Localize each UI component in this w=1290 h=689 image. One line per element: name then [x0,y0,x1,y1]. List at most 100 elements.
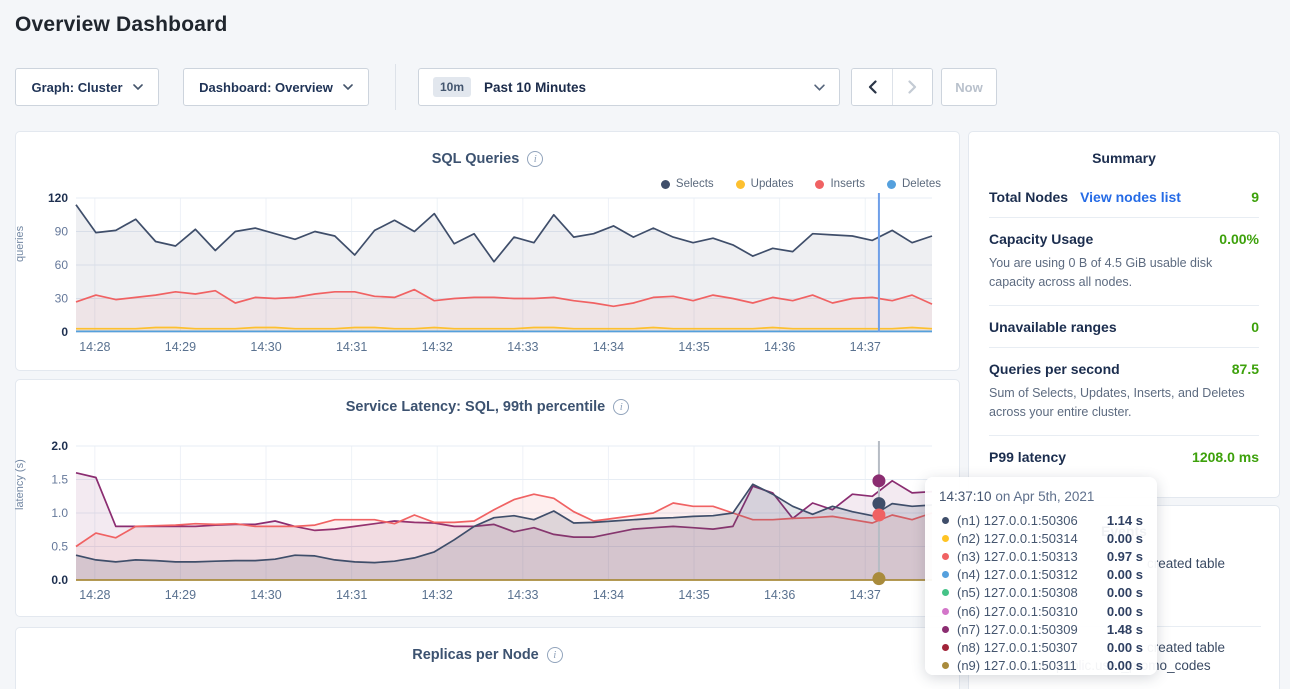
chevron-left-icon [868,80,877,94]
sql-queries-chart[interactable]: 14:28 14:29 14:30 14:31 14:32 14:33 14:34 14:35… [30,190,946,358]
legend-item[interactable]: Deletes [887,178,941,190]
tooltip-node-value: 0.00 s [1106,603,1143,619]
chart-title: Service Latency: SQL, 99th percentile [345,399,606,415]
svg-text:14:36: 14:36 [764,340,795,354]
now-button[interactable]: Now [941,68,997,106]
legend-label: Updates [750,178,794,190]
tooltip-node-address: (n9) 127.0.0.1:50311 [957,658,1077,674]
summary-row-label: Capacity Usage [989,231,1094,247]
time-next-button[interactable] [892,69,932,105]
dashboard-dropdown[interactable]: Dashboard: Overview [183,68,369,106]
svg-text:14:29: 14:29 [165,588,196,602]
info-icon[interactable] [546,647,563,663]
svg-text:14:28: 14:28 [79,588,110,602]
node-color-dot-icon [942,516,949,524]
legend-label: Selects [675,178,714,190]
summary-row-value: 0.00% [1219,231,1259,247]
tooltip-node-address: (n1) 127.0.0.1:50306 [957,512,1078,528]
svg-text:14:28: 14:28 [79,340,110,354]
chevron-right-icon [908,80,917,94]
node-color-dot-icon [942,607,949,615]
summary-row: P99 latency 1208.0 ms [989,436,1259,477]
svg-text:120: 120 [48,191,68,205]
event-item-text: created table [1147,640,1226,655]
summary-card: Summary Total Nodes View nodes list 9 Capac… [968,131,1280,498]
tooltip-node-value: 0.00 s [1106,639,1143,655]
svg-text:14:34: 14:34 [593,340,624,354]
tooltip-node-row: (n9) 127.0.0.1:50311 0.00 s [939,657,1143,675]
tooltip-node-value: 0.97 s [1106,548,1143,564]
svg-text:14:31: 14:31 [336,340,367,354]
summary-row-value: 0 [1251,318,1259,335]
chart-hover-tooltip: 14:37:10 on Apr 5th, 2021 (n1) 127.0.0.1… [925,477,1157,675]
latency-chart[interactable]: 14:28 14:29 14:30 14:31 14:32 14:33 14:34 14:35… [30,438,946,606]
legend-label: Deletes [902,178,941,190]
tooltip-node-value: 0.00 s [1106,530,1143,546]
tooltip-node-row: (n1) 127.0.0.1:50306 1.14 s [939,511,1143,529]
info-icon[interactable] [613,399,630,415]
summary-rows: Total Nodes View nodes list 9 Capacity Usag… [989,176,1259,477]
graph-dropdown[interactable]: Graph: Cluster [15,68,159,106]
chart-title: Replicas per Node [412,647,539,663]
tooltip-node-address: (n6) 127.0.0.1:50310 [957,603,1078,619]
node-color-dot-icon [942,552,949,560]
tooltip-node-value: 0.00 s [1106,585,1143,601]
svg-text:0: 0 [61,325,68,339]
tooltip-node-value: 0.00 s [1106,567,1143,583]
tooltip-node-row: (n3) 127.0.0.1:50313 0.97 s [939,547,1143,565]
node-color-dot-icon [942,571,949,579]
view-nodes-list-link[interactable]: View nodes list [1080,189,1181,205]
summary-heading: Summary [1092,150,1156,166]
tooltip-node-value: 0.00 s [1106,658,1143,674]
svg-text:30: 30 [55,292,69,306]
svg-text:14:36: 14:36 [764,588,795,602]
chevron-down-icon [814,83,825,91]
node-color-dot-icon [942,662,949,670]
summary-row: Capacity Usage 0.00% You are using 0 B of … [989,218,1259,306]
svg-text:14:34: 14:34 [593,588,624,602]
time-prev-button[interactable] [852,69,892,105]
svg-text:14:37: 14:37 [850,588,881,602]
tooltip-node-row: (n6) 127.0.0.1:50310 0.00 s [939,602,1143,620]
node-color-dot-icon [942,534,949,542]
summary-row-label: Queries per second [989,360,1120,377]
tooltip-node-address: (n2) 127.0.0.1:50314 [957,530,1078,546]
summary-row-label: P99 latency [989,448,1067,465]
svg-text:60: 60 [55,258,69,272]
legend-item[interactable]: Inserts [815,178,865,190]
chevron-down-icon [132,84,143,90]
svg-text:1.0: 1.0 [51,506,68,520]
info-icon[interactable] [527,151,544,167]
tooltip-node-address: (n5) 127.0.0.1:50308 [957,585,1078,601]
time-range-select[interactable]: 10m Past 10 Minutes [418,68,840,106]
svg-text:14:31: 14:31 [336,588,367,602]
tooltip-node-row: (n5) 127.0.0.1:50308 0.00 s [939,584,1143,602]
legend-item[interactable]: Updates [735,178,794,190]
summary-row-label: Unavailable ranges [989,318,1117,335]
tooltip-node-address: (n3) 127.0.0.1:50313 [957,548,1078,564]
summary-row: Queries per second 87.5 Sum of Selects, Up… [989,348,1259,436]
summary-row-value: 9 [1251,189,1259,205]
svg-text:14:33: 14:33 [507,588,538,602]
legend-dot-icon [660,179,670,189]
svg-text:14:33: 14:33 [507,340,538,354]
svg-text:0.0: 0.0 [51,573,68,587]
controls-divider [395,64,396,110]
event-item-text: created table [1147,556,1226,571]
time-range-label: Past 10 Minutes [484,79,587,95]
svg-text:14:29: 14:29 [165,340,196,354]
svg-text:1.5: 1.5 [51,473,68,487]
svg-text:14:35: 14:35 [678,340,709,354]
legend-item[interactable]: Selects [660,178,714,190]
tooltip-rows: (n1) 127.0.0.1:50306 1.14 s (n2) 127.0.0.1… [939,511,1143,675]
legend-label: Inserts [830,178,865,190]
latency-panel: Service Latency: SQL, 99th percentile la… [14,379,960,617]
tooltip-timestamp: 14:37:10 on Apr 5th, 2021 [939,489,1095,504]
svg-text:14:32: 14:32 [422,340,453,354]
svg-text:14:30: 14:30 [250,588,281,602]
legend-dot-icon [815,179,825,189]
chart-title: SQL Queries [431,151,520,167]
time-nav-group [851,68,933,106]
summary-row: Total Nodes View nodes list 9 [989,176,1259,218]
